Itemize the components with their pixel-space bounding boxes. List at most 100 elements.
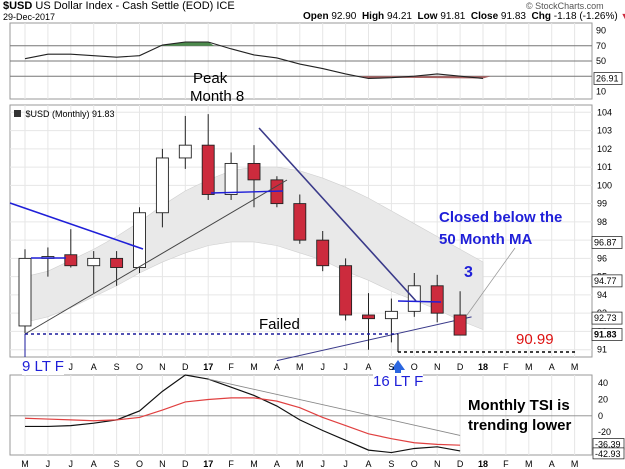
rsi-y-tick: 10 bbox=[596, 86, 606, 96]
price-y-tick: 96 bbox=[597, 253, 607, 263]
count-3-label: 3 bbox=[464, 264, 473, 281]
lt-16-label: 16 LT F bbox=[373, 373, 424, 390]
x-axis-label: S bbox=[114, 362, 120, 372]
candle-body bbox=[247, 162, 261, 181]
callout-line bbox=[466, 247, 516, 316]
x-axis-label: D bbox=[457, 459, 464, 469]
x-axis-label: M bbox=[525, 362, 533, 372]
x-axis-label: J bbox=[69, 459, 74, 469]
x-axis-label: N bbox=[159, 459, 166, 469]
x-axis-label: D bbox=[182, 459, 189, 469]
ma-line bbox=[276, 316, 472, 362]
rsi-y-tick: 70 bbox=[596, 41, 606, 51]
low-value: 91.81 bbox=[440, 11, 466, 22]
candle-body bbox=[224, 162, 238, 195]
x-axis-label: O bbox=[136, 459, 143, 469]
index-name: US Dollar Index - Cash Settle (EOD) bbox=[35, 0, 214, 12]
candle-body bbox=[316, 239, 330, 267]
failed-label: Failed bbox=[259, 316, 300, 333]
x-axis-label: M bbox=[21, 459, 29, 469]
x-axis-label: S bbox=[114, 459, 120, 469]
tsi-panel bbox=[9, 374, 593, 456]
x-axis-label: O bbox=[411, 459, 418, 469]
low-label: Low bbox=[417, 11, 438, 22]
open-value: 92.90 bbox=[331, 11, 357, 22]
x-axis-label: J bbox=[343, 459, 348, 469]
x-axis-label: M bbox=[296, 362, 304, 372]
tsi-line2: trending lower bbox=[468, 417, 572, 434]
x-axis-label: 18 bbox=[478, 362, 488, 372]
high-label: High bbox=[361, 11, 385, 22]
price-y-tick: 99 bbox=[597, 199, 607, 209]
candles bbox=[18, 114, 467, 350]
credit[interactable]: © StockCharts.com bbox=[526, 1, 604, 11]
annotation-lines bbox=[9, 127, 575, 375]
candle-body bbox=[339, 265, 353, 316]
rsi-y-tick: 50 bbox=[596, 56, 606, 66]
legend-icon bbox=[14, 110, 21, 117]
blue-level-3 bbox=[397, 300, 442, 303]
closed-line2: 50 Month MA bbox=[439, 231, 533, 248]
close-label: Close bbox=[470, 11, 499, 22]
price-value-text: 91.83 bbox=[594, 330, 617, 340]
header-title: $USD US Dollar Index - Cash Settle (EOD)… bbox=[3, 0, 235, 12]
tsi-series bbox=[24, 374, 461, 454]
price-value-text: 92.73 bbox=[594, 313, 617, 323]
price-value-tag bbox=[591, 328, 623, 341]
x-axis-label: O bbox=[411, 362, 418, 372]
symbol: $USD bbox=[3, 0, 33, 12]
x-axis-label: O bbox=[136, 362, 143, 372]
price-value-text: 96.87 bbox=[594, 238, 617, 248]
candle-body bbox=[18, 257, 32, 327]
x-axis-label: A bbox=[91, 459, 97, 469]
price-y-tick: 91 bbox=[597, 345, 607, 355]
tsi-y-tick: 40 bbox=[598, 378, 608, 388]
close-value: 91.83 bbox=[500, 11, 526, 22]
candle-body bbox=[430, 285, 444, 314]
rsi-series bbox=[24, 41, 491, 80]
candle-body bbox=[110, 257, 124, 268]
x-axis-label: A bbox=[91, 362, 97, 372]
target-label: 90.99 bbox=[516, 331, 554, 348]
x-axis-label: F bbox=[228, 459, 234, 469]
x-axis-label: A bbox=[365, 459, 371, 469]
peak-label: Peak Month 8 bbox=[190, 70, 244, 106]
up-arrow-icon bbox=[391, 360, 405, 375]
chg-label: Chg bbox=[531, 11, 551, 22]
price-y-tick: 104 bbox=[597, 107, 612, 117]
x-axis-label: J bbox=[343, 362, 348, 372]
candle-body bbox=[87, 257, 101, 267]
x-axis-label: M bbox=[250, 459, 258, 469]
candle-body bbox=[201, 144, 215, 195]
rsi-line bbox=[24, 41, 484, 80]
header-date: 29-Dec-2017 bbox=[3, 12, 56, 22]
x-axis-label: M bbox=[571, 459, 579, 469]
x-axis-label: A bbox=[549, 459, 555, 469]
x-axis-label: J bbox=[69, 362, 74, 372]
tsi-y-tick: 0 bbox=[598, 411, 603, 421]
x-axis-label: F bbox=[228, 362, 234, 372]
price-y-tick: 94 bbox=[597, 290, 607, 300]
x-axis-label: D bbox=[457, 362, 464, 372]
x-axis-label: M bbox=[525, 459, 533, 469]
x-axis-label: 17 bbox=[203, 459, 213, 469]
price-value-tag bbox=[591, 311, 623, 325]
x-axis-label: A bbox=[365, 362, 371, 372]
trendline-left bbox=[9, 202, 144, 250]
x-axis-label: N bbox=[434, 362, 441, 372]
x-axis-label: J bbox=[46, 459, 51, 469]
tsi-value-text: -42.93 bbox=[595, 449, 621, 459]
price-value-tag bbox=[591, 274, 623, 288]
ma-band-area bbox=[24, 166, 484, 331]
price-value-tag bbox=[591, 236, 623, 249]
tsi-trendline bbox=[208, 378, 461, 436]
axis-labels: MMJJJJAASSOONNDD1717FFMMAAMMJJJJAASSOONN… bbox=[21, 26, 625, 469]
price-y-tick: 102 bbox=[597, 144, 612, 154]
blue-level-2 bbox=[210, 190, 284, 194]
tsi-y-tick: -20 bbox=[598, 427, 611, 437]
open-label: Open bbox=[303, 11, 329, 22]
candle-body bbox=[155, 157, 169, 214]
rsi-value-tag bbox=[593, 72, 623, 85]
x-axis-label: N bbox=[434, 459, 441, 469]
downtrend-line bbox=[258, 127, 417, 302]
